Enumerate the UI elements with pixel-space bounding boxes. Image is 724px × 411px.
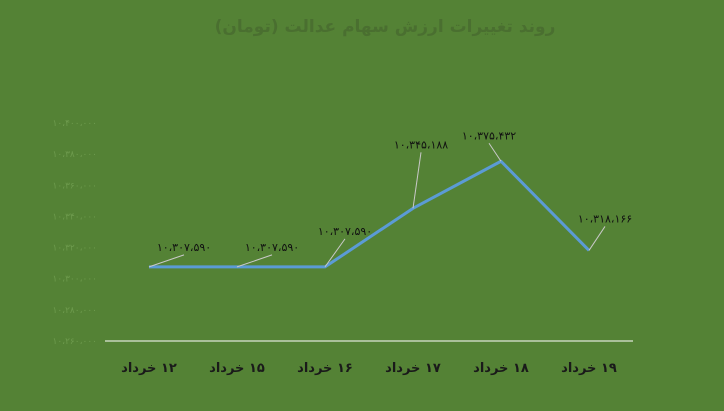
y-tick-label: ۱۰،۲۶۰،۰۰۰ bbox=[53, 337, 97, 347]
x-axis: ۱۲ خرداد ۱۵ خرداد ۱۶ خرداد ۱۷ خرداد ۱۸ خرداد… bbox=[121, 361, 617, 376]
data-label: ۱۰،۳۰۷،۵۹۰ bbox=[318, 225, 372, 238]
y-tick-label: ۱۰،۲۸۰،۰۰۰ bbox=[53, 306, 97, 316]
x-tick-label: ۱۶ خرداد bbox=[297, 361, 353, 376]
data-label: ۱۰،۳۰۷،۵۹۰ bbox=[245, 241, 299, 254]
data-label: ۱۰،۳۱۸،۱۶۶ bbox=[578, 212, 632, 225]
label-leader-line bbox=[236, 254, 273, 268]
series-line bbox=[149, 159, 591, 269]
label-leader-line bbox=[148, 254, 185, 268]
x-tick-label: ۱۸ خرداد bbox=[473, 361, 529, 376]
y-tick-label: ۱۰،۳۶۰،۰۰۰ bbox=[53, 181, 97, 191]
label-leader-line bbox=[588, 226, 606, 251]
data-label: ۱۰،۳۴۵،۱۸۸ bbox=[394, 138, 448, 151]
x-tick-label: ۱۷ خرداد bbox=[385, 361, 441, 376]
label-leader-line bbox=[488, 142, 502, 162]
chart-title: روند تغییرات ارزش سهام عدالت (تومان) bbox=[215, 17, 556, 37]
label-leader-line bbox=[412, 152, 422, 209]
label-leader-line bbox=[324, 238, 346, 268]
y-tick-label: ۱۰،۳۸۰،۰۰۰ bbox=[53, 150, 97, 160]
y-tick-label: ۱۰،۳۲۰،۰۰۰ bbox=[53, 244, 97, 254]
data-labels: ۱۰،۳۰۷،۵۹۰ ۱۰،۳۰۷،۵۹۰ ۱۰،۳۰۷،۵۹۰ ۱۰،۳۴۵،۱۸۸… bbox=[148, 129, 632, 268]
x-tick-label: ۱۲ خرداد bbox=[121, 361, 177, 376]
data-label: ۱۰،۳۷۵،۴۳۲ bbox=[462, 129, 516, 142]
x-tick-label: ۱۵ خرداد bbox=[209, 361, 265, 376]
y-tick-label: ۱۰،۳۴۰،۰۰۰ bbox=[53, 212, 97, 222]
x-tick-label: ۱۹ خرداد bbox=[561, 361, 617, 376]
y-tick-label: ۱۰،۳۰۰،۰۰۰ bbox=[53, 275, 97, 285]
series-1 bbox=[149, 159, 591, 269]
y-tick-label: ۱۰،۴۰۰،۰۰۰ bbox=[53, 119, 97, 129]
y-axis: ۱۰،۲۶۰،۰۰۰ ۱۰،۲۸۰،۰۰۰ ۱۰،۳۰۰،۰۰۰ ۱۰،۳۲۰،۰۰۰… bbox=[53, 119, 97, 347]
data-label: ۱۰،۳۰۷،۵۹۰ bbox=[157, 241, 211, 254]
